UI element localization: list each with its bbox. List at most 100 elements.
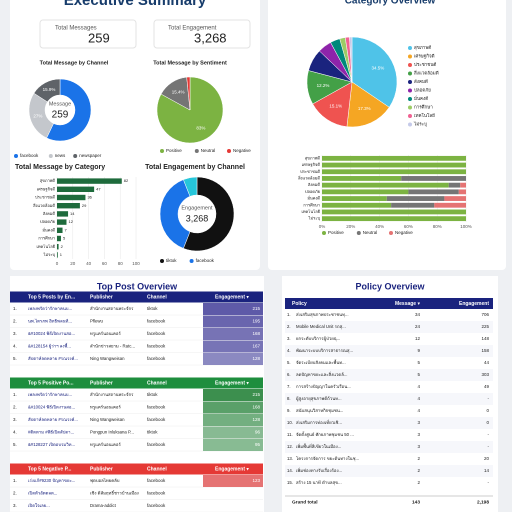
chart-title: Total Message by Category (15, 164, 105, 171)
y-tick-label: สิ่งแวดล้อมดี (33, 203, 56, 208)
post-cell: เปิดใจเลย... (28, 503, 50, 508)
legend-label: มั่นคงดี (414, 95, 428, 101)
heat-cell (203, 389, 263, 401)
legend-swatch (408, 80, 412, 84)
legend-label: newspaper (79, 153, 102, 158)
total-cell: 143 (412, 499, 420, 505)
row-number: 4. (287, 348, 291, 353)
bar (57, 211, 69, 217)
row-number: 14. (287, 468, 293, 473)
heat-cell (203, 340, 263, 353)
channel-cell: facebook (147, 442, 166, 447)
posts-title: Top Post Overview (97, 281, 178, 291)
engagement-cell: 303 (481, 372, 489, 377)
x-tick-label: 60% (404, 224, 413, 229)
table-header (10, 377, 263, 389)
kpi-label: Total Engagement (168, 26, 217, 32)
header-cell: Engagement ▾ (215, 380, 249, 386)
row-number: 1. (13, 392, 17, 397)
post-cell: สัปดาห์ลดหลาย #รณรงค์... (28, 417, 78, 422)
row-number: 3. (13, 503, 17, 508)
value-label: 82 (124, 178, 129, 183)
engagement-cell: 225 (481, 324, 489, 329)
legend-swatch (408, 97, 412, 101)
value-label: 36 (87, 195, 92, 200)
slice (46, 78, 92, 142)
engagement-cell: 14 (484, 468, 490, 473)
policy-cell: เพิ่มช่องทางรับเรื่องร้อง... (296, 467, 342, 473)
header-cell: Engagement (459, 301, 489, 307)
y-tick-label: ไม่ระบุ (43, 252, 56, 258)
legend-label: ปลอดภัย (414, 88, 431, 93)
message-cell: 2 (417, 468, 420, 473)
x-tick-label: 20 (70, 261, 76, 266)
legend-swatch (322, 231, 326, 235)
table-header (10, 291, 263, 303)
engagement-cell: 128 (252, 356, 260, 361)
bar-segment (434, 202, 466, 208)
y-tick-label: มั่นคงดี (42, 227, 55, 232)
value-label: 34.5% (371, 66, 384, 71)
row-number: 10. (287, 420, 293, 425)
bar (57, 235, 61, 242)
post-cell: &#10024 พิธีเปิดงานสอ... (28, 405, 75, 410)
slice (186, 76, 191, 111)
x-tick-label: 0 (56, 261, 59, 266)
slice (351, 36, 398, 108)
legend-swatch (227, 149, 231, 153)
engagement-cell: 168 (252, 405, 260, 410)
slice (349, 36, 353, 83)
header-cell: Channel (147, 294, 167, 300)
x-tick-label: 40 (86, 261, 92, 266)
message-cell: 4 (417, 408, 420, 413)
engagement-cell: 195 (252, 319, 260, 324)
value-label: 14 (70, 211, 75, 216)
y-tick-label: เทคโนโลยี (301, 209, 320, 214)
post-cell: &#10024 พิธีเปิดงานสอ... (28, 331, 75, 336)
policy-cell: เพิ่มพื้นที่สีเขียวในเมือง... (296, 443, 341, 449)
heat-cell (203, 426, 263, 439)
legend-label: ไม่ระบุ (413, 122, 427, 128)
header-cell: Policy (292, 301, 307, 307)
policy-cell: ลดปัญหาขยะและสิ่งแวดล้... (296, 371, 347, 377)
header-cell: Top 5 Negative P... (28, 466, 72, 472)
bar-segment (322, 196, 387, 201)
heat-cell (203, 475, 263, 487)
legend-swatch (14, 154, 18, 158)
legend-label: tiktok (166, 258, 177, 263)
channel-cell: tiktok (147, 306, 158, 311)
value-label: 15.4% (172, 89, 185, 94)
publisher-cell: Ning Wangweisan (90, 417, 125, 422)
header-cell: Top 5 Positive Po... (28, 380, 74, 386)
channel-cell: facebook (147, 478, 166, 483)
row-number: 4. (13, 344, 17, 349)
policy-cell: จัดระเบียบสังคมและพื้นท... (296, 359, 346, 365)
message-cell: 4 (417, 384, 420, 389)
value-label: 1 (60, 252, 63, 257)
bar-segment (322, 216, 466, 222)
legend-label: Neutral (201, 148, 216, 153)
chart-title: Total Message by Channel (40, 60, 109, 66)
engagement-cell: 49 (484, 384, 490, 389)
engagement-cell: 0 (486, 408, 489, 413)
total-cell: 2,198 (477, 499, 489, 505)
legend-swatch (189, 259, 194, 263)
heat-cell (203, 414, 263, 426)
header-cell: Channel (147, 466, 167, 472)
policy-cell: Mobile Medical Unit รถสุ... (296, 324, 346, 330)
bar-segment (401, 176, 466, 181)
publisher-cell: Pflewu (90, 319, 104, 324)
policy-cell: สร้าง 15 นาที ตำบลสุข... (296, 480, 342, 486)
policy-cell: การสร้างปัญญาในครัวเรือน... (296, 384, 351, 389)
x-tick-label: 100% (460, 224, 472, 229)
policy-cell: สนับสนุนวิสาหกิจชุมชน... (296, 408, 343, 414)
engagement-cell: - (488, 480, 490, 485)
legend-label: การศึกษา (414, 105, 433, 110)
row-number: 11. (287, 432, 293, 437)
value-label: 7 (65, 227, 68, 232)
x-tick-label: 20% (346, 224, 355, 229)
x-tick-label: 80 (118, 261, 124, 266)
value-label: 47 (96, 186, 101, 191)
legend-label: Negative (395, 230, 413, 235)
bar-segment (322, 162, 466, 168)
